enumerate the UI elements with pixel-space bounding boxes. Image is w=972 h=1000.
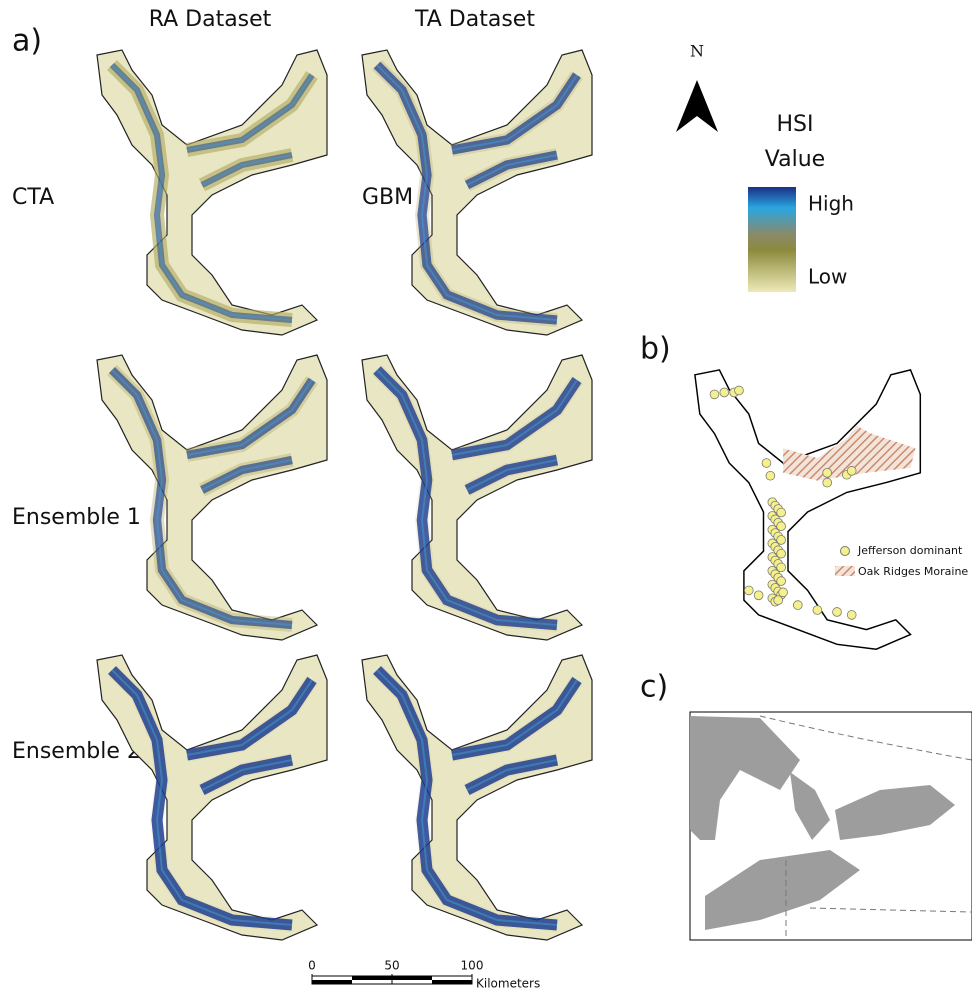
- legend-entry: Oak Ridges Moraine: [858, 565, 968, 578]
- occurrence: [847, 466, 856, 475]
- north-label: N: [690, 42, 704, 61]
- panel-label: a): [12, 24, 42, 59]
- occurrence: [754, 591, 763, 600]
- hsi-map: [97, 655, 327, 940]
- scale-segment: [312, 980, 352, 984]
- hsi-map: [362, 355, 592, 640]
- panel-label: b): [640, 332, 671, 367]
- panel-b-map: [695, 370, 920, 649]
- scale-segment: [352, 976, 392, 980]
- occurrence: [744, 586, 753, 595]
- legend-low: Low: [808, 265, 847, 289]
- occurrence: [762, 459, 771, 468]
- scale-label: 50: [384, 959, 399, 973]
- occurrence: [847, 610, 856, 619]
- legend-dot: [841, 547, 850, 556]
- legend-high: High: [808, 192, 854, 216]
- scale-bar: 0 50 100 Kilometers: [308, 959, 540, 991]
- legend-hatch: [835, 566, 855, 576]
- legend-ramp: [748, 187, 796, 292]
- occurrence: [823, 478, 832, 487]
- scale-label: 100: [461, 959, 484, 973]
- column-title: RA Dataset: [149, 7, 272, 32]
- occurrence: [793, 601, 802, 610]
- occurrence: [813, 606, 822, 615]
- north-arrow: [676, 80, 718, 132]
- occurrence: [774, 596, 783, 605]
- row-title: Ensemble 1: [12, 505, 141, 530]
- map-grid: [97, 50, 592, 940]
- legend-entry: Jefferson dominant: [857, 544, 963, 557]
- hsi-map: [362, 655, 592, 940]
- legend-title: Value: [765, 147, 825, 172]
- occurrence: [779, 588, 788, 597]
- hsi-map: [97, 355, 327, 640]
- scale-unit: Kilometers: [476, 977, 540, 991]
- panel-label: c): [640, 670, 668, 705]
- legend-title: HSI: [777, 112, 814, 137]
- scale-segment: [432, 980, 472, 984]
- hsi-map: [97, 50, 327, 335]
- scale-segment: [392, 976, 432, 980]
- figure: a) RA Dataset TA Dataset CTA GBM Ensembl…: [0, 0, 972, 996]
- column-title: TA Dataset: [414, 7, 535, 32]
- row-title: CTA: [12, 185, 54, 210]
- occurrence: [833, 608, 842, 617]
- occurrence: [720, 388, 729, 397]
- panel-c-map: [690, 712, 972, 940]
- scale-label: 0: [308, 959, 316, 973]
- row-title: Ensemble 2: [12, 739, 141, 764]
- row-title: GBM: [362, 185, 413, 210]
- occurrence: [823, 468, 832, 477]
- occurrence: [710, 390, 719, 399]
- occurrence: [766, 471, 775, 480]
- occurrence: [735, 386, 744, 395]
